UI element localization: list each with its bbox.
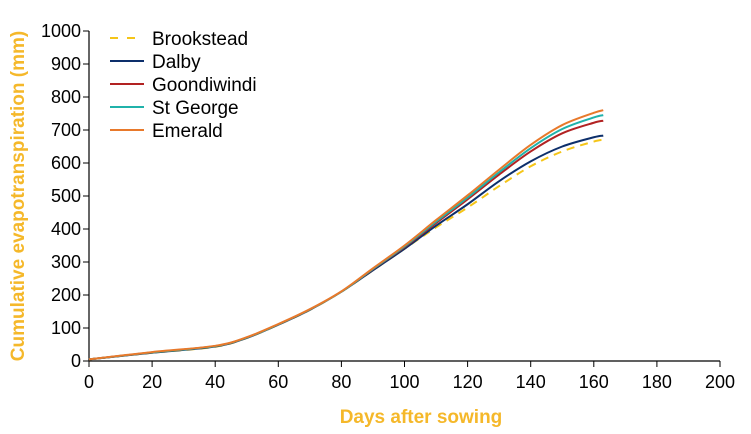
x-tick-label: 160 [579, 372, 609, 392]
y-tick-label: 1000 [41, 21, 81, 41]
legend-label-brookstead: Brookstead [152, 29, 248, 50]
series-line-brookstead [88, 138, 604, 361]
legend-label-goondiwindi: Goondiwindi [152, 75, 257, 96]
x-tick-label: 60 [268, 372, 288, 392]
series-line-emerald [88, 109, 604, 361]
y-tick-label: 900 [51, 54, 81, 74]
series-line-st-george [88, 114, 604, 361]
x-tick-label: 200 [705, 372, 735, 392]
axes: 0 20 40 60 80 100 120 140 160 180 200 0 100 200 300 400… [41, 21, 735, 392]
y-axis-title: Cumulative evapotranspiration (mm) [8, 31, 29, 361]
x-tick-label: 100 [389, 372, 419, 392]
x-tick-label: 180 [642, 372, 672, 392]
legend-label-st-george: St George [152, 98, 239, 119]
legend-label-dalby: Dalby [152, 52, 201, 73]
y-tick-label: 500 [51, 186, 81, 206]
x-tick-label: 40 [205, 372, 225, 392]
series-layer [88, 109, 604, 361]
y-tick-label: 800 [51, 87, 81, 107]
x-tick-label: 20 [142, 372, 162, 392]
x-tick-label: 140 [516, 372, 546, 392]
x-tick-label: 0 [84, 372, 94, 392]
y-tick-label: 300 [51, 252, 81, 272]
y-tick-label: 100 [51, 318, 81, 338]
y-tick-label: 700 [51, 120, 81, 140]
x-tick-label: 80 [331, 372, 351, 392]
x-tick-label: 120 [453, 372, 483, 392]
y-tick-label: 600 [51, 153, 81, 173]
x-axis-title: Days after sowing [340, 407, 503, 428]
y-tick-label: 200 [51, 285, 81, 305]
series-line-goondiwindi [88, 119, 604, 361]
y-tick-label: 0 [71, 351, 81, 371]
series-line-dalby [88, 134, 604, 361]
legend-label-emerald: Emerald [152, 121, 223, 142]
y-tick-label: 400 [51, 219, 81, 239]
